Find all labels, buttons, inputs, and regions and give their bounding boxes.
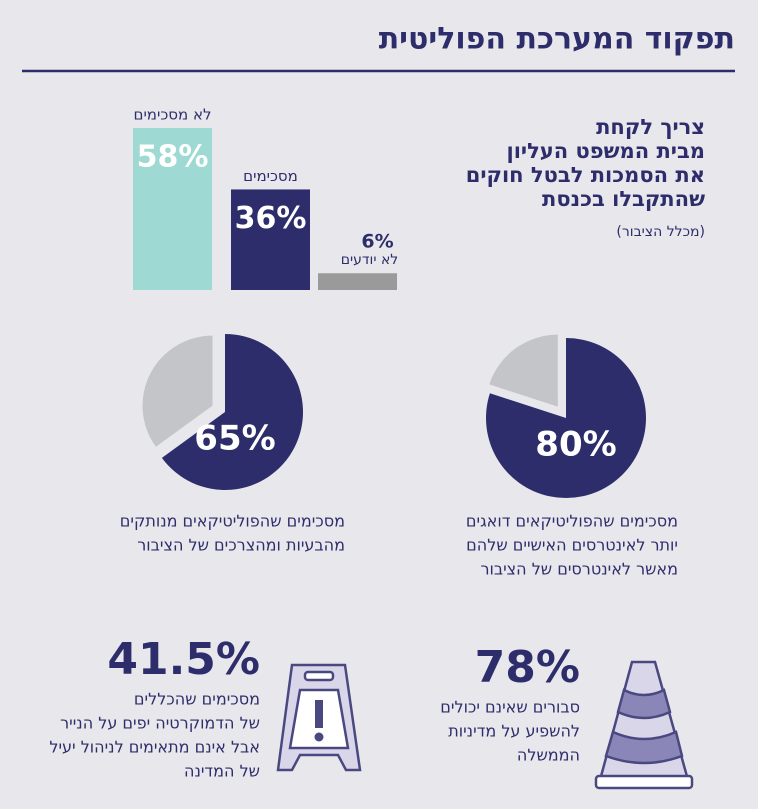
bar-category-label: מסכימים: [243, 167, 298, 185]
stat-text: הממשלה: [517, 746, 580, 765]
bar-category-label: לא יודעים: [341, 252, 399, 268]
pie-caption: מהבעיות ומהצרכים של הציבור: [137, 536, 345, 555]
stat-text: סבורים שאינם יכולים: [440, 698, 580, 717]
pie-value-label: 65%: [194, 419, 275, 459]
bar-category-label: לא מסכימים: [133, 106, 211, 124]
bar: [318, 273, 397, 290]
stat-text: של הדמוקרטיה יפים על הנייר: [60, 714, 260, 733]
bar-chart-title: צריך לקחת: [596, 115, 705, 139]
pie-value-label: 80%: [535, 425, 616, 465]
bar-value-label: 36%: [235, 201, 307, 236]
pie-caption: יותר לאינטרסים האישיים שלהם: [466, 536, 678, 555]
stat-text: מסכימים שהכללים: [134, 690, 260, 709]
stat-value: 41.5%: [107, 634, 260, 685]
bar-chart-subtitle: (מכלל הציבור): [616, 224, 705, 240]
pie-slice: [485, 338, 646, 499]
bar: [133, 128, 212, 290]
bar-value-label: 58%: [137, 140, 209, 175]
caution-sign-icon: [276, 663, 362, 772]
page-title: תפקוד המערכת הפוליטית: [379, 22, 735, 57]
pie-slice: [161, 334, 303, 491]
pie-slice: [489, 334, 558, 407]
pie-caption: מסכימים שהפוליטיקאים מנותקים: [120, 512, 345, 531]
bar-value-label: 6%: [361, 231, 393, 253]
cone-icon: [594, 660, 694, 790]
stat-text: של המדינה: [184, 762, 260, 781]
bar-chart-title: שהתקבלו בכנסת: [542, 187, 705, 211]
bar-chart-title: את הסמכות לבטל חוקים: [466, 163, 705, 187]
bar-chart-title: מבית המשפט העליון: [507, 139, 706, 163]
stat-text: להשפיע על מדיניות: [448, 722, 580, 741]
pie-slice: [142, 335, 213, 447]
stat-text: אבל אינם מתאימים לניהול יעיל: [49, 738, 260, 757]
bar: [231, 189, 310, 290]
stat-value: 78%: [475, 642, 580, 693]
pie-caption: מאשר לאינטרסים של הציבור: [480, 560, 678, 579]
pie-caption: מסכימים שהפוליטיקאים דואגים: [466, 512, 678, 531]
